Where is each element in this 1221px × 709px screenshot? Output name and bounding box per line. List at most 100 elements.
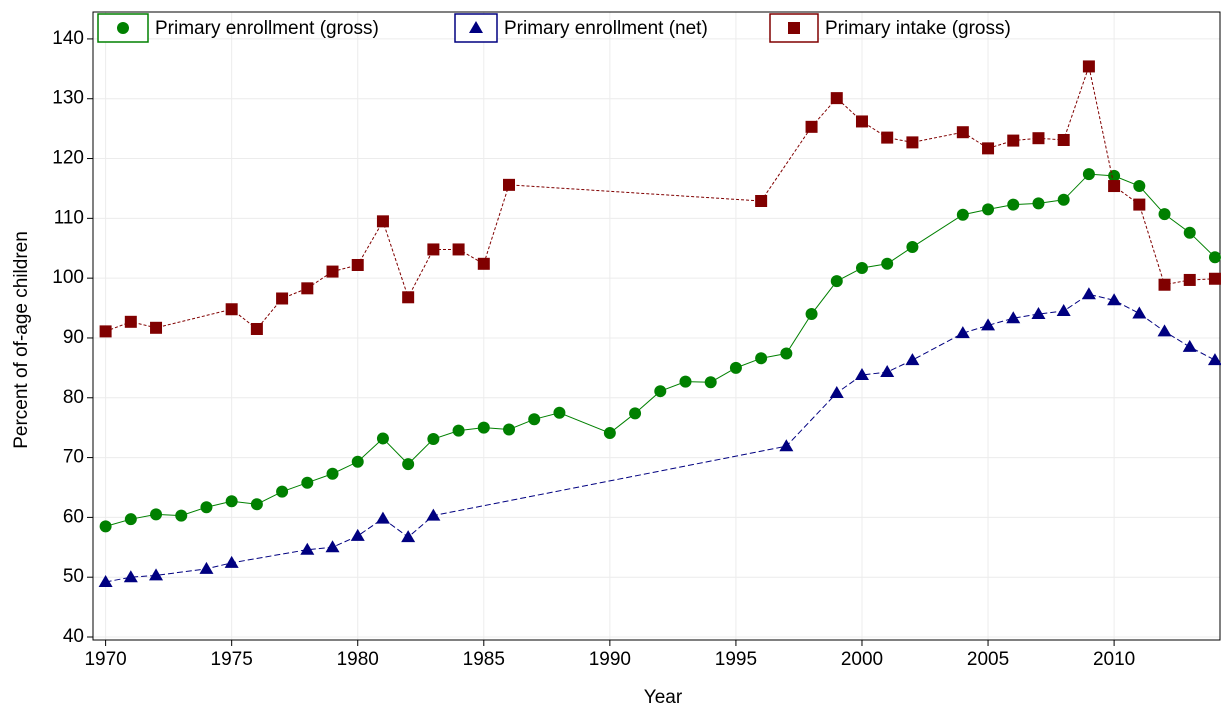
y-tick-label: 100 (52, 267, 84, 288)
marker (276, 292, 289, 305)
marker (427, 243, 440, 256)
marker (603, 427, 616, 440)
marker (805, 120, 818, 133)
y-tick-label: 130 (52, 88, 84, 109)
marker (150, 321, 163, 334)
y-tick-label: 120 (52, 148, 84, 169)
marker (503, 423, 516, 436)
marker (905, 353, 920, 366)
marker (981, 318, 996, 331)
marker (1056, 304, 1071, 317)
marker (1081, 287, 1096, 300)
x-tick-label: 1970 (84, 649, 126, 670)
marker (427, 433, 440, 446)
marker (829, 385, 844, 398)
marker (1208, 251, 1221, 264)
marker (124, 513, 137, 526)
marker (250, 322, 263, 335)
marker (325, 540, 340, 553)
marker (301, 476, 314, 489)
marker (528, 413, 541, 426)
marker (654, 385, 667, 398)
marker (1057, 193, 1070, 206)
marker (755, 194, 768, 207)
marker (402, 291, 415, 304)
marker (679, 375, 692, 388)
marker (376, 432, 389, 445)
marker (326, 467, 339, 480)
legend-marker (469, 21, 483, 33)
marker (906, 136, 919, 149)
marker (1207, 353, 1221, 366)
marker (401, 530, 416, 543)
marker (629, 407, 642, 420)
marker (906, 241, 919, 254)
marker (350, 528, 365, 541)
marker (1108, 180, 1121, 193)
marker (300, 542, 315, 555)
marker (351, 258, 364, 271)
marker (250, 498, 263, 511)
marker (881, 131, 894, 144)
marker (1183, 273, 1196, 286)
marker (225, 495, 238, 508)
marker (1082, 168, 1095, 181)
y-tick-label: 70 (63, 447, 84, 468)
marker (452, 424, 465, 437)
marker (1183, 226, 1196, 239)
marker (301, 282, 314, 295)
legend-marker (117, 22, 129, 34)
marker (150, 508, 163, 521)
marker (99, 520, 112, 533)
x-tick-label: 2005 (967, 649, 1009, 670)
legend-label: Primary intake (gross) (825, 18, 1011, 39)
marker (224, 555, 239, 568)
marker (124, 315, 137, 328)
series-line (105, 293, 1216, 583)
marker (276, 485, 289, 498)
marker (955, 326, 970, 339)
marker (1107, 293, 1122, 306)
marker (1032, 197, 1045, 210)
marker (881, 257, 894, 270)
marker (779, 439, 794, 452)
x-tick-label: 1985 (463, 649, 505, 670)
marker (1182, 339, 1197, 352)
legend-label: Primary enrollment (gross) (155, 18, 379, 39)
y-tick-label: 140 (52, 28, 84, 49)
marker (830, 92, 843, 105)
marker (855, 115, 868, 128)
x-tick-label: 1990 (589, 649, 631, 670)
legend-label: Primary enrollment (net) (504, 18, 708, 39)
marker (982, 142, 995, 155)
marker (477, 257, 490, 270)
marker (200, 501, 213, 514)
marker (780, 347, 793, 360)
marker (1158, 278, 1171, 291)
marker (99, 325, 112, 338)
marker (1082, 60, 1095, 73)
marker (402, 458, 415, 471)
y-axis-label: Percent of of-age children (11, 231, 32, 449)
marker (426, 508, 441, 521)
marker (1133, 198, 1146, 211)
marker (553, 406, 566, 419)
marker (351, 455, 364, 468)
marker (175, 509, 188, 522)
marker (123, 570, 138, 583)
marker (1057, 133, 1070, 146)
series-line (105, 64, 1215, 332)
marker (452, 243, 465, 256)
marker (503, 178, 516, 191)
marker (1157, 324, 1172, 337)
y-tick-label: 110 (54, 207, 84, 228)
marker (729, 361, 742, 374)
marker (1208, 272, 1221, 285)
x-axis-label: Year (644, 687, 683, 708)
marker (830, 275, 843, 288)
marker (982, 203, 995, 216)
marker (805, 308, 818, 321)
marker (376, 215, 389, 228)
marker (225, 303, 238, 316)
